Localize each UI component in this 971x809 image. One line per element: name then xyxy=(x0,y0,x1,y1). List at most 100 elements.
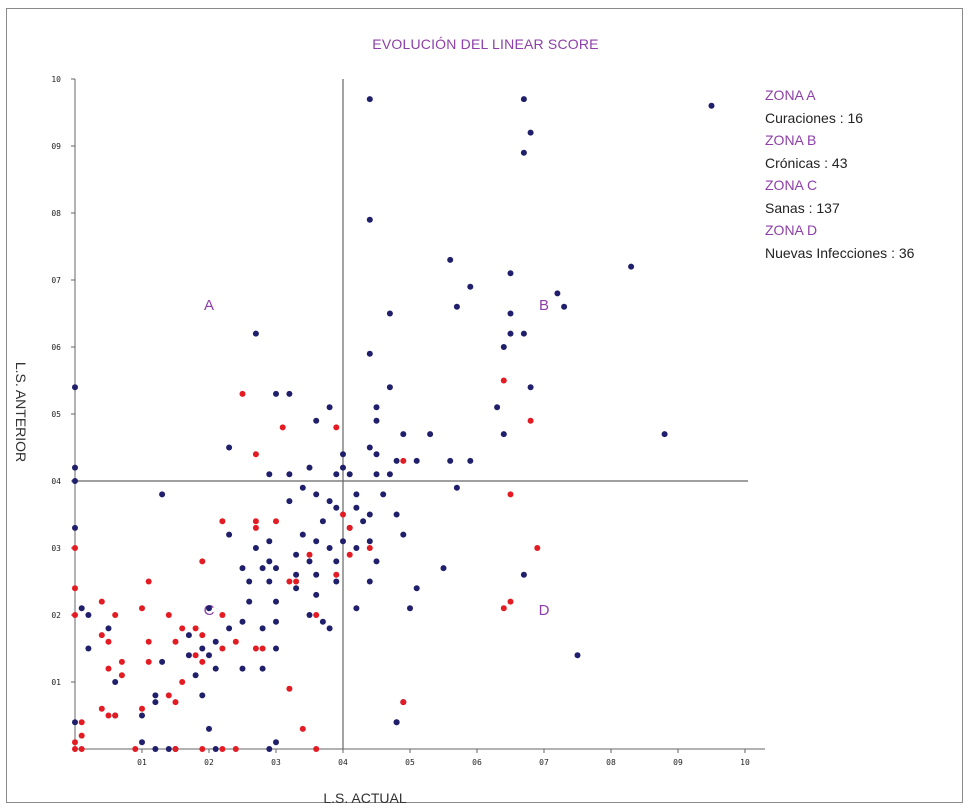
data-point-red xyxy=(98,705,105,712)
data-point-navy xyxy=(212,638,219,645)
data-point-navy xyxy=(326,625,333,632)
data-point-navy xyxy=(72,524,78,531)
x-tick-label: 08 xyxy=(606,758,616,767)
data-point-navy xyxy=(326,498,333,505)
data-point-red xyxy=(293,578,300,585)
data-point-navy xyxy=(273,565,279,572)
data-point-red xyxy=(252,524,259,531)
data-point-red xyxy=(286,685,293,692)
data-point-navy xyxy=(366,538,373,545)
data-point-navy xyxy=(239,618,246,625)
data-point-navy xyxy=(252,330,259,337)
y-tick-label: 06 xyxy=(51,343,61,352)
data-point-navy xyxy=(226,625,233,632)
legend-desc-c: Sanas : 137 xyxy=(765,199,840,216)
data-point-navy xyxy=(360,518,367,525)
data-point-navy xyxy=(500,344,507,350)
data-point-navy xyxy=(373,417,380,424)
data-point-navy xyxy=(340,464,346,471)
data-point-navy xyxy=(206,652,212,659)
data-point-navy xyxy=(661,431,668,438)
data-point-navy xyxy=(346,471,353,478)
zone-label-a: A xyxy=(204,297,214,314)
data-point-navy xyxy=(333,471,340,478)
data-point-navy xyxy=(226,531,233,538)
data-point-navy xyxy=(400,431,407,438)
data-point-navy xyxy=(293,571,300,578)
data-point-red xyxy=(252,645,259,652)
x-tick-label: 10 xyxy=(740,758,750,767)
data-point-navy xyxy=(273,645,279,652)
data-point-red xyxy=(346,551,353,558)
data-point-red xyxy=(232,746,239,752)
data-point-navy xyxy=(520,330,527,337)
data-point-navy xyxy=(299,484,306,491)
data-point-navy xyxy=(152,699,159,706)
data-point-navy xyxy=(373,451,380,458)
data-point-red xyxy=(500,377,507,384)
data-point-navy xyxy=(393,719,400,726)
data-point-red xyxy=(72,585,78,592)
legend-zone-b: ZONA B xyxy=(765,132,817,148)
zone-label-b: B xyxy=(539,297,549,314)
y-tick-label: 03 xyxy=(51,544,61,553)
y-tick-label: 01 xyxy=(51,678,61,687)
data-point-red xyxy=(252,518,259,525)
data-point-navy xyxy=(393,511,400,518)
x-tick-label: 03 xyxy=(271,758,281,767)
data-point-red xyxy=(199,632,206,639)
data-point-red xyxy=(179,625,186,632)
data-point-red xyxy=(340,511,346,518)
data-point-navy xyxy=(266,746,273,752)
data-point-red xyxy=(72,746,78,752)
y-tick-label: 08 xyxy=(51,209,61,218)
data-point-navy xyxy=(373,558,380,565)
data-point-red xyxy=(112,612,119,618)
data-point-navy xyxy=(313,417,320,424)
data-point-navy xyxy=(520,149,527,156)
data-point-navy xyxy=(192,672,199,679)
data-point-red xyxy=(273,518,279,525)
x-tick-label: 04 xyxy=(338,758,348,767)
data-point-navy xyxy=(353,504,360,511)
data-point-red xyxy=(199,658,206,665)
data-point-navy xyxy=(112,679,119,685)
x-tick-label: 09 xyxy=(673,758,683,767)
data-point-navy xyxy=(286,498,293,505)
data-point-navy xyxy=(413,585,420,592)
data-point-navy xyxy=(306,464,313,471)
data-point-navy xyxy=(366,350,373,357)
data-point-navy xyxy=(72,384,78,391)
data-point-red xyxy=(366,545,373,551)
data-point-red xyxy=(333,571,340,578)
data-point-navy xyxy=(159,491,166,498)
data-point-red xyxy=(313,746,320,752)
legend-zone-c: ZONA C xyxy=(765,177,818,193)
data-point-navy xyxy=(427,431,434,438)
data-point-navy xyxy=(293,585,300,592)
data-point-red xyxy=(105,665,112,672)
data-point-navy xyxy=(319,518,326,525)
data-point-red xyxy=(145,578,152,585)
data-point-navy xyxy=(500,431,507,438)
data-point-red xyxy=(527,417,534,424)
data-point-navy xyxy=(447,256,454,263)
data-point-navy xyxy=(246,578,253,585)
x-tick-label: 07 xyxy=(539,758,549,767)
data-point-navy xyxy=(340,538,346,545)
data-point-navy xyxy=(293,551,300,558)
y-tick-label: 07 xyxy=(51,276,61,285)
x-tick-label: 01 xyxy=(137,758,147,767)
data-point-navy xyxy=(266,578,273,585)
data-point-navy xyxy=(72,464,78,471)
data-point-navy xyxy=(467,457,474,464)
chart-frame xyxy=(6,8,963,803)
data-point-red xyxy=(400,699,407,706)
data-point-red xyxy=(219,645,226,652)
data-point-navy xyxy=(199,692,206,699)
data-point-red xyxy=(346,524,353,531)
data-point-navy xyxy=(507,330,514,337)
data-point-red xyxy=(172,746,179,752)
data-point-navy xyxy=(313,538,320,545)
